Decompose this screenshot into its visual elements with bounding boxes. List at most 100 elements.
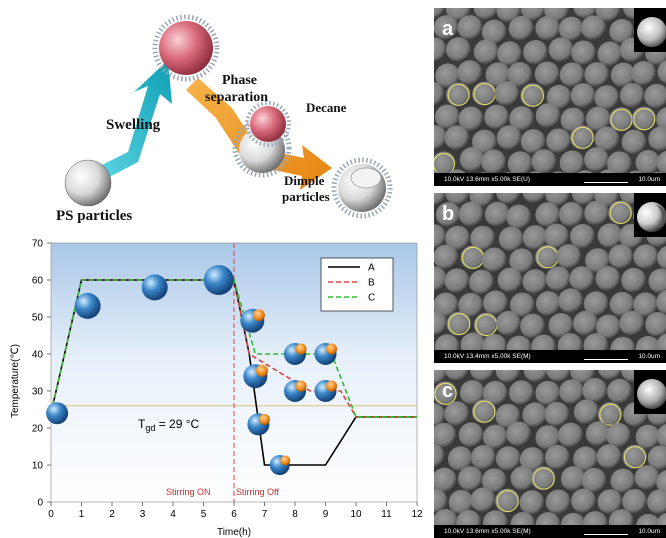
sem-info-a: 10.0kV 13.6mm x5.00k SE(U) xyxy=(444,176,530,183)
microsphere xyxy=(472,81,498,107)
sem-image-c xyxy=(434,370,666,538)
microsphere xyxy=(622,488,648,514)
microsphere xyxy=(647,489,666,515)
microsphere xyxy=(494,81,520,107)
microsphere xyxy=(519,447,545,473)
stirring-off-label: Stirring Off xyxy=(236,487,279,497)
x-tick-label-2: 2 xyxy=(109,509,115,520)
x-tick-label-4: 4 xyxy=(170,509,176,520)
microsphere xyxy=(434,443,445,469)
microsphere xyxy=(607,378,633,404)
microsphere xyxy=(458,201,484,227)
microsphere xyxy=(544,401,570,427)
swelling-arrow xyxy=(92,60,172,182)
microsphere xyxy=(484,201,510,227)
microsphere xyxy=(535,380,561,406)
microsphere xyxy=(434,224,447,250)
microsphere xyxy=(472,129,498,155)
particle-icon xyxy=(240,308,265,333)
microsphere xyxy=(582,378,608,404)
y-tick-label-20: 20 xyxy=(32,424,44,435)
microsphere xyxy=(469,269,495,295)
microsphere xyxy=(458,106,484,132)
microsphere xyxy=(448,489,474,515)
microsphere xyxy=(470,225,496,251)
legend-label-A: A xyxy=(368,263,375,274)
microsphere xyxy=(609,291,635,317)
microsphere xyxy=(434,37,447,63)
microsphere xyxy=(460,245,486,271)
microsphere xyxy=(506,204,532,230)
microsphere xyxy=(656,470,666,495)
microsphere xyxy=(481,19,507,45)
inset-image-b xyxy=(634,193,666,237)
microsphere xyxy=(473,39,499,65)
scale-ticks-a xyxy=(584,176,628,183)
microsphere xyxy=(606,422,632,448)
particle-icon xyxy=(74,292,101,319)
microsphere xyxy=(534,61,560,87)
y-tick-label-30: 30 xyxy=(32,387,44,398)
microsphere xyxy=(506,421,532,447)
microsphere xyxy=(535,103,561,129)
microsphere xyxy=(619,83,645,109)
microsphere xyxy=(585,421,611,447)
microsphere xyxy=(444,401,470,427)
microsphere xyxy=(485,62,511,88)
particle-icon xyxy=(203,265,234,295)
microsphere xyxy=(434,8,446,20)
schematic-panel: Swelling Phase separation Decane Dimple … xyxy=(0,0,420,230)
x-tick-label-12: 12 xyxy=(411,509,423,520)
dimple-highlight-ring xyxy=(609,201,632,225)
microsphere xyxy=(434,422,457,448)
microsphere xyxy=(510,465,536,491)
microsphere xyxy=(482,424,508,450)
microsphere xyxy=(523,370,549,383)
ps-particles-label: PS particles xyxy=(56,208,133,224)
microsphere xyxy=(434,125,448,151)
microsphere xyxy=(434,244,459,270)
sem-info-b: 10.0kV 13.4mm x5.00k SE(M) xyxy=(444,353,531,360)
microsphere xyxy=(644,83,666,109)
phase-separated-particle xyxy=(232,101,292,178)
microsphere xyxy=(483,290,509,316)
scale-label-c: 10.0um xyxy=(638,528,660,535)
phase-separation-arrow xyxy=(186,78,332,190)
microsphere xyxy=(633,244,659,270)
microsphere xyxy=(470,487,496,513)
microsphere xyxy=(434,151,457,177)
particle-icon xyxy=(284,380,307,402)
dimple-highlight-ring xyxy=(623,446,647,469)
microsphere xyxy=(544,223,570,249)
microsphere xyxy=(648,268,666,294)
microsphere xyxy=(619,310,645,336)
dimple-highlight-ring xyxy=(473,400,496,423)
microsphere xyxy=(435,104,461,130)
microsphere xyxy=(608,107,634,133)
sem-image-a xyxy=(434,8,666,186)
x-tick-label-9: 9 xyxy=(323,509,329,520)
microsphere xyxy=(520,129,546,155)
x-tick-label-1: 1 xyxy=(79,509,85,520)
microsphere xyxy=(573,310,599,336)
microsphere xyxy=(594,85,620,111)
x-axis: 0 1 2 3 4 5 6 7 8 9 10 11 12 xyxy=(48,502,423,520)
microsphere xyxy=(507,62,533,88)
x-axis-title: Time(h) xyxy=(217,527,251,538)
microsphere xyxy=(482,380,508,406)
y-axis-title: Temperature(℃) xyxy=(10,344,21,418)
microsphere xyxy=(496,193,522,205)
particle-icon xyxy=(269,455,291,475)
microsphere xyxy=(446,37,472,63)
particle-icon xyxy=(46,402,69,425)
microsphere xyxy=(434,266,448,292)
particle-icon xyxy=(314,343,338,365)
microsphere xyxy=(657,60,666,84)
microsphere xyxy=(509,380,535,406)
swollen-particle xyxy=(152,14,220,82)
scale-bar-c: 10.0kV 13.6mm x5.00k SE(M) 10.0um xyxy=(434,525,666,538)
microsphere xyxy=(434,403,446,429)
microsphere xyxy=(519,490,545,516)
microsphere xyxy=(657,246,666,270)
